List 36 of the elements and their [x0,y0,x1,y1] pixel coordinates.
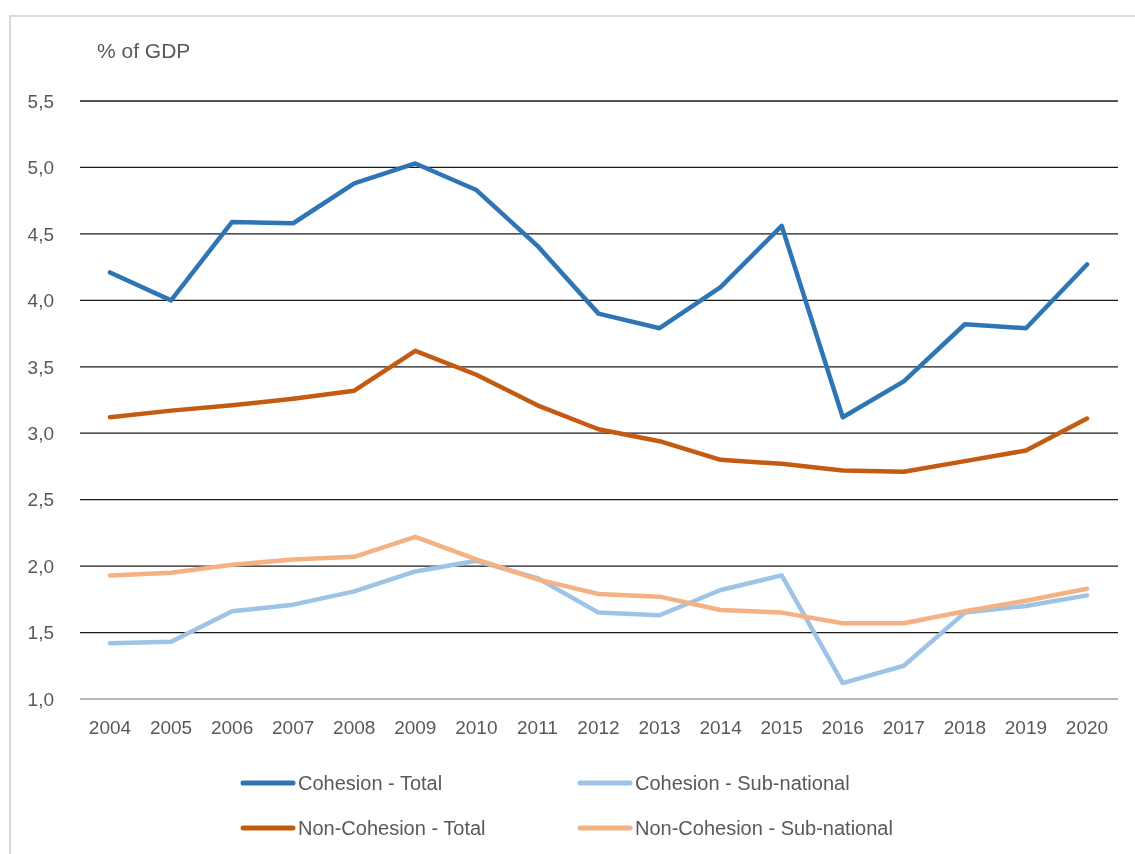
line-series [107,534,1090,626]
legend-label: Non-Cohesion - Total [298,816,486,840]
y-tick-label: 5,0 [27,157,54,179]
x-tick-label: 2004 [88,717,132,739]
x-tick-label: 2006 [210,717,254,739]
x-tick-label: 2018 [943,717,987,739]
legend-label: Cohesion - Sub-national [635,771,850,795]
x-tick-label: 2016 [821,717,864,739]
x-tick-label: 2010 [455,717,498,739]
y-tick-label: 3,5 [27,356,54,378]
line-series [107,161,1090,420]
x-tick-label: 2014 [699,717,743,739]
x-tick-label: 2008 [333,717,376,739]
x-tick-label: 2013 [638,717,681,739]
y-tick-label: 2,0 [27,555,54,577]
legend-label: Cohesion - Total [298,771,443,795]
y-tick-label: 4,0 [27,290,54,312]
line-series [107,348,1090,475]
y-tick-label: 2,5 [27,489,54,511]
y-tick-label: 1,0 [27,688,54,710]
y-tick-label: 5,5 [27,90,54,112]
x-tick-label: 2011 [517,717,558,739]
legend-label: Non-Cohesion - Sub-national [635,816,893,840]
x-tick-label: 2007 [272,717,315,739]
y-axis-title: % of GDP [97,39,191,63]
x-tick-label: 2017 [882,717,925,739]
x-tick-label: 2005 [149,717,193,739]
y-tick-label: 1,5 [27,622,54,644]
line-series [107,558,1090,686]
x-tick-label: 2019 [1004,717,1048,739]
x-tick-label: 2009 [394,717,437,739]
x-tick-label: 2020 [1065,717,1109,739]
x-tick-label: 2012 [577,717,620,739]
y-tick-label: 4,5 [27,223,54,245]
y-tick-label: 3,0 [27,422,54,444]
x-tick-label: 2015 [760,717,803,739]
